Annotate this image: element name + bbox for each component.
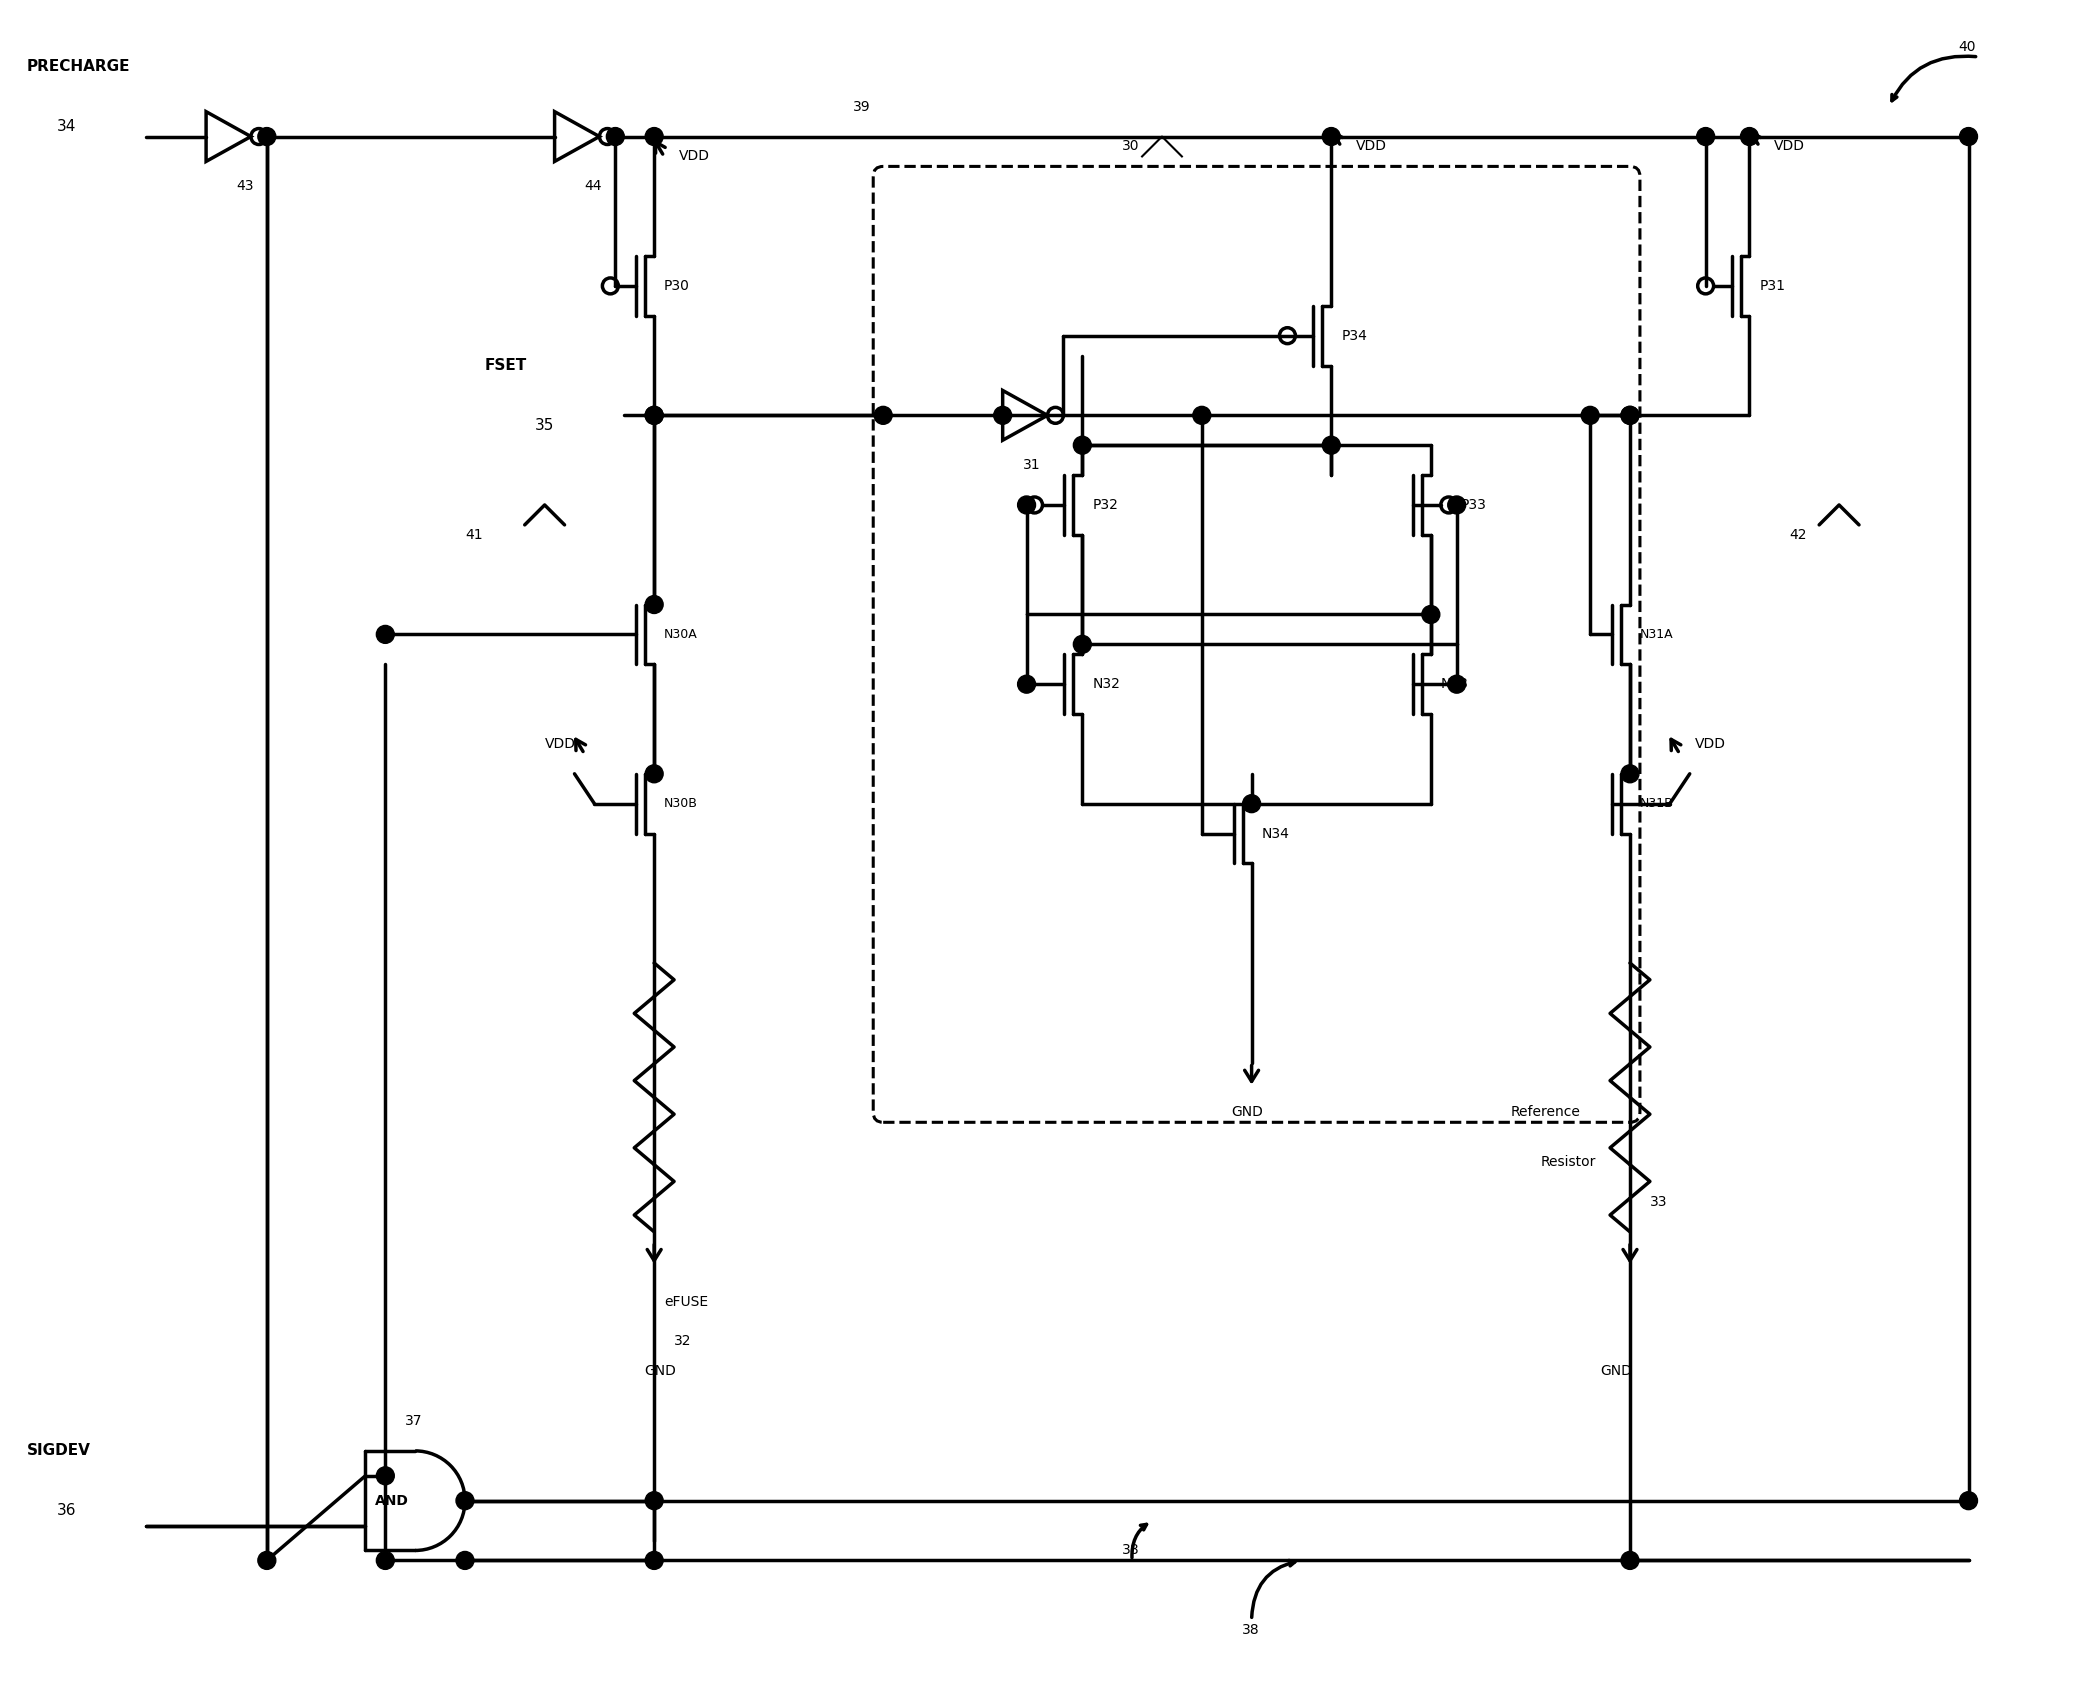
Circle shape xyxy=(1193,407,1211,425)
Text: 34: 34 xyxy=(56,120,77,133)
Text: GND: GND xyxy=(644,1365,676,1378)
Text: 41: 41 xyxy=(465,528,482,542)
Text: 40: 40 xyxy=(1958,40,1977,54)
Circle shape xyxy=(644,407,663,425)
Circle shape xyxy=(644,128,663,145)
Circle shape xyxy=(1697,128,1714,145)
Text: N33: N33 xyxy=(1441,676,1468,692)
Circle shape xyxy=(874,407,892,425)
Circle shape xyxy=(1960,1491,1977,1510)
Text: eFUSE: eFUSE xyxy=(665,1294,709,1309)
Circle shape xyxy=(1322,128,1341,145)
Circle shape xyxy=(377,1466,394,1485)
Text: GND: GND xyxy=(1599,1365,1633,1378)
Text: 37: 37 xyxy=(404,1414,423,1427)
Circle shape xyxy=(1960,128,1977,145)
Circle shape xyxy=(1447,496,1466,515)
Text: VDD: VDD xyxy=(1695,737,1726,751)
Circle shape xyxy=(644,1552,663,1569)
Circle shape xyxy=(1620,407,1639,425)
Text: P31: P31 xyxy=(1760,278,1785,294)
Circle shape xyxy=(1620,407,1639,425)
Text: N30A: N30A xyxy=(665,628,698,641)
Circle shape xyxy=(457,1491,473,1510)
Text: N34: N34 xyxy=(1261,827,1289,840)
Text: P30: P30 xyxy=(665,278,690,294)
Text: N31B: N31B xyxy=(1641,798,1674,810)
Circle shape xyxy=(1741,128,1758,145)
Circle shape xyxy=(644,764,663,783)
Text: 30: 30 xyxy=(1122,140,1140,154)
Circle shape xyxy=(1074,636,1090,653)
Circle shape xyxy=(1620,1552,1639,1569)
Text: VDD: VDD xyxy=(544,737,575,751)
Text: P33: P33 xyxy=(1462,498,1487,511)
Text: Resistor: Resistor xyxy=(1541,1156,1595,1169)
Text: VDD: VDD xyxy=(1355,140,1387,154)
Circle shape xyxy=(1447,675,1466,693)
Circle shape xyxy=(1017,675,1036,693)
Circle shape xyxy=(1243,795,1261,813)
Circle shape xyxy=(607,128,623,145)
Circle shape xyxy=(1074,437,1090,454)
Circle shape xyxy=(644,407,663,425)
Circle shape xyxy=(457,1552,473,1569)
Text: 42: 42 xyxy=(1789,528,1808,542)
Text: P32: P32 xyxy=(1093,498,1118,511)
Circle shape xyxy=(644,1491,663,1510)
Text: 44: 44 xyxy=(584,179,603,194)
Text: 38: 38 xyxy=(1243,1623,1259,1636)
Circle shape xyxy=(644,596,663,614)
Text: 39: 39 xyxy=(853,100,872,113)
Text: AND: AND xyxy=(375,1493,409,1508)
Circle shape xyxy=(1580,407,1599,425)
Circle shape xyxy=(377,1552,394,1569)
Text: N30B: N30B xyxy=(665,798,698,810)
Text: VDD: VDD xyxy=(1774,140,1806,154)
Text: 35: 35 xyxy=(534,418,555,434)
Text: GND: GND xyxy=(1232,1105,1264,1120)
Text: SIGDEV: SIGDEV xyxy=(27,1444,92,1458)
Text: N32: N32 xyxy=(1093,676,1120,692)
Text: 31: 31 xyxy=(1022,459,1040,472)
Text: 33: 33 xyxy=(1649,1194,1668,1210)
Text: 36: 36 xyxy=(56,1503,77,1518)
Circle shape xyxy=(1017,496,1036,515)
Text: N31A: N31A xyxy=(1641,628,1674,641)
Circle shape xyxy=(1322,437,1341,454)
Circle shape xyxy=(1620,764,1639,783)
Text: PRECHARGE: PRECHARGE xyxy=(27,59,131,74)
Text: VDD: VDD xyxy=(680,150,711,164)
Text: 32: 32 xyxy=(673,1334,692,1348)
Circle shape xyxy=(995,407,1011,425)
Text: 43: 43 xyxy=(236,179,254,194)
Text: 38: 38 xyxy=(1122,1544,1140,1557)
Text: Reference: Reference xyxy=(1510,1105,1580,1120)
Circle shape xyxy=(259,1552,275,1569)
Text: P34: P34 xyxy=(1341,329,1368,342)
Circle shape xyxy=(259,128,275,145)
Circle shape xyxy=(1422,606,1441,624)
Circle shape xyxy=(377,626,394,643)
Text: FSET: FSET xyxy=(486,358,528,373)
